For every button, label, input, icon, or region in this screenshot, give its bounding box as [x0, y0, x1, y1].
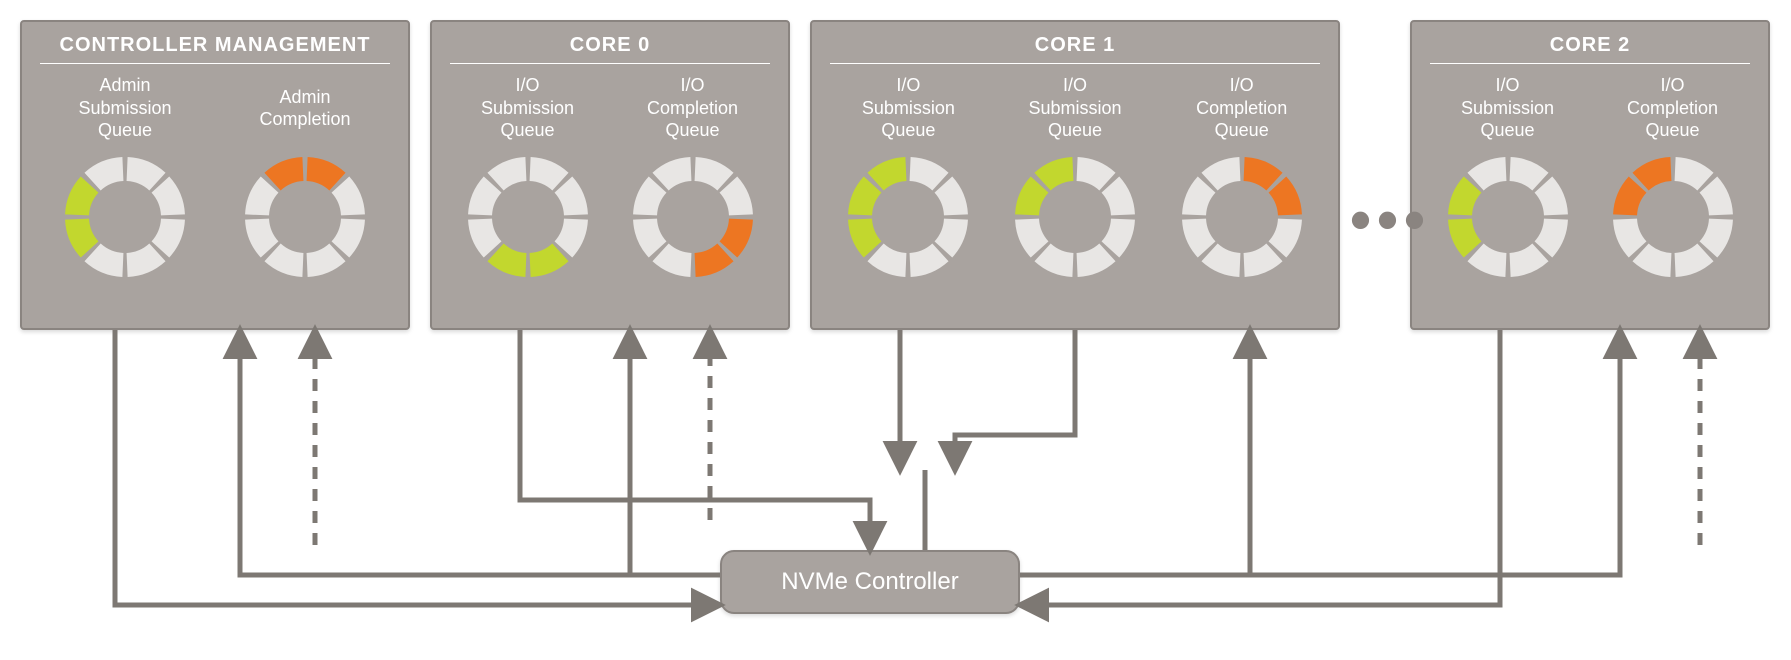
- arrow-c1-sub2-down: [955, 330, 1075, 470]
- queue: I/O Completion Queue: [615, 74, 770, 287]
- queue: I/O Submission Queue: [997, 74, 1154, 287]
- panel-title: CONTROLLER MANAGEMENT: [40, 34, 390, 57]
- queue-ring: [1608, 152, 1738, 287]
- queue: Admin Completion: [225, 74, 385, 287]
- panel-core1: CORE 1I/O Submission QueueI/O Submission…: [810, 20, 1340, 330]
- queue-label: Admin Submission Queue: [78, 74, 171, 142]
- queue: Admin Submission Queue: [45, 74, 205, 287]
- panel-core0: CORE 0 I/O Submission Queue I/O Completion…: [430, 20, 790, 330]
- queue-row: Admin Submission Queue Admin Completion: [40, 74, 390, 287]
- queue-label: I/O Submission Queue: [1028, 74, 1121, 142]
- arrow-mgmt-comp-up: [240, 330, 720, 575]
- queue-label: I/O Completion Queue: [1196, 74, 1287, 142]
- nvme-controller-box: NVMe Controller: [720, 550, 1020, 614]
- queue: I/O Submission Queue: [450, 74, 605, 287]
- queue-label: I/O Submission Queue: [1461, 74, 1554, 142]
- queue-ring: [843, 152, 973, 287]
- ellipsis: •••: [1350, 190, 1431, 250]
- arrow-c2-sub-down: [1020, 330, 1500, 605]
- arrow-c0-comp-up: [630, 330, 720, 575]
- panel-divider: [1430, 63, 1750, 64]
- queue-row: I/O Submission Queue I/O Submission Queue…: [830, 74, 1320, 287]
- queue-label: I/O Submission Queue: [481, 74, 574, 142]
- panel-divider: [40, 63, 390, 64]
- panel-title: CORE 1: [830, 34, 1320, 57]
- panel-core2: CORE 2 I/O Submission Queue I/O Completion…: [1410, 20, 1770, 330]
- queue-ring: [60, 152, 190, 287]
- queue-ring: [463, 152, 593, 287]
- panel-divider: [450, 63, 770, 64]
- queue-ring: [1443, 152, 1573, 287]
- arrow-c0-sub-down: [520, 330, 870, 550]
- queue: I/O Completion Queue: [1595, 74, 1750, 287]
- queue-ring: [1010, 152, 1140, 287]
- queue-row: I/O Submission Queue I/O Completion Queue: [450, 74, 770, 287]
- arrow-mgmt-sub-down: [115, 330, 720, 605]
- queue: I/O Completion Queue: [1163, 74, 1320, 287]
- panel-title: CORE 2: [1430, 34, 1750, 57]
- queue-ring: [240, 152, 370, 287]
- queue-label: Admin Completion: [259, 74, 350, 142]
- queue: I/O Submission Queue: [1430, 74, 1585, 287]
- queue-ring: [628, 152, 758, 287]
- panel-title: CORE 0: [450, 34, 770, 57]
- arrow-c1-comp-up: [1020, 330, 1250, 575]
- queue-label: I/O Completion Queue: [1627, 74, 1718, 142]
- nvme-queue-diagram: CONTROLLER MANAGEMENT Admin Submission Qu…: [20, 20, 1770, 640]
- panel-divider: [830, 63, 1320, 64]
- queue-row: I/O Submission Queue I/O Completion Queue: [1430, 74, 1750, 287]
- arrow-c2-comp-up: [1020, 330, 1620, 575]
- queue-label: I/O Submission Queue: [862, 74, 955, 142]
- panel-mgmt: CONTROLLER MANAGEMENT Admin Submission Qu…: [20, 20, 410, 330]
- queue: I/O Submission Queue: [830, 74, 987, 287]
- queue-label: I/O Completion Queue: [647, 74, 738, 142]
- queue-ring: [1177, 152, 1307, 287]
